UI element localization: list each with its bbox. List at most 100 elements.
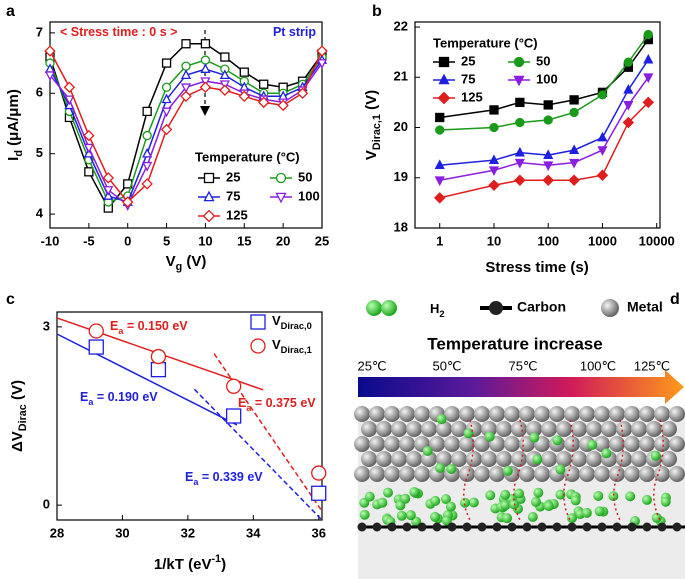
label-part: (μA/μm) (5, 89, 22, 150)
marker (142, 106, 152, 117)
label-part: V (166, 253, 176, 270)
legend-marker (203, 172, 215, 184)
x-tick-label: 10000 (639, 233, 675, 248)
label-part: E (238, 396, 246, 410)
fit-line (213, 353, 323, 512)
label-part: a (193, 477, 199, 487)
marker (296, 87, 309, 100)
sphere (543, 501, 554, 512)
sphere (481, 451, 497, 467)
x-tick-label: 10 (487, 233, 501, 248)
sphere (444, 436, 460, 452)
x-tick-label: 1 (436, 233, 443, 248)
sphere (661, 451, 677, 467)
carbon-atom (627, 522, 637, 532)
marker (141, 178, 153, 190)
x-tick-label: 20 (276, 233, 290, 248)
sphere (669, 436, 685, 452)
sphere (555, 464, 566, 475)
label-part: = 0.190 eV (93, 390, 158, 404)
x-tick-label: 5 (163, 233, 170, 248)
sphere (511, 421, 527, 437)
sphere (391, 421, 407, 437)
sphere (484, 431, 495, 442)
sphere (414, 466, 430, 482)
carbon-atom (432, 522, 442, 532)
marker (515, 117, 525, 128)
label-part: 1/kT (eV (154, 556, 212, 573)
diffusion-path (563, 419, 574, 521)
marker (181, 39, 191, 49)
marker (543, 115, 553, 125)
sphere (384, 436, 400, 452)
marker (161, 93, 172, 104)
sphere (608, 491, 619, 502)
sphere (502, 513, 513, 524)
temperature-label: 25℃ (357, 358, 386, 373)
carbon-atom (597, 522, 607, 532)
legend-marker (438, 56, 450, 68)
marker (63, 81, 76, 93)
carbon-atom (642, 522, 652, 532)
marker (488, 179, 500, 192)
marker (238, 90, 251, 103)
label-part: a (246, 403, 252, 413)
sphere (406, 421, 422, 437)
y-tick-label: 19 (394, 169, 408, 184)
x-tick-label: 34 (246, 525, 261, 540)
sphere (587, 439, 598, 450)
marker (542, 174, 554, 186)
carbon-atom (357, 522, 367, 532)
sphere (639, 466, 655, 482)
sphere (555, 489, 566, 500)
marker (259, 79, 269, 89)
sphere (444, 406, 460, 422)
sphere (533, 487, 544, 498)
x-tick-label: 1000 (588, 233, 617, 248)
legend-label: 50 (298, 169, 312, 184)
y-tick-label: 4 (36, 206, 44, 221)
label-part: Dirac,0 (281, 321, 312, 331)
y-tick-label: 0 (43, 497, 50, 512)
legend-carbon: Carbon (517, 299, 566, 315)
marker (142, 147, 153, 158)
marker (226, 378, 242, 394)
marker (643, 73, 654, 84)
marker (569, 158, 580, 169)
label-part: < Stress time : 0 s > (60, 25, 177, 39)
label-part: (V) (9, 380, 26, 404)
sphere (466, 451, 482, 467)
y-tick-label: 7 (36, 24, 43, 39)
label-part: ) (221, 556, 226, 573)
legend-label: 75 (226, 188, 240, 203)
sphere (609, 406, 625, 422)
legend-marker (250, 338, 266, 354)
sphere (489, 466, 505, 482)
legend-label: 100 (298, 188, 320, 203)
sphere (624, 406, 640, 422)
sphere (504, 406, 520, 422)
x-tick-label: -5 (83, 233, 95, 248)
marker (220, 52, 230, 62)
annotation: Ea = 0.375 eV (238, 396, 316, 413)
marker (434, 159, 445, 170)
label-part: d (13, 150, 25, 157)
sphere (366, 300, 382, 316)
marker (180, 83, 192, 94)
marker (623, 84, 634, 94)
sphere (500, 500, 511, 511)
marker (488, 166, 500, 177)
sphere (556, 421, 572, 437)
marker (102, 172, 115, 184)
label-part: = 0.339 eV (198, 470, 263, 484)
sphere (384, 466, 400, 482)
sphere (579, 406, 595, 422)
sphere (624, 436, 640, 452)
sphere (502, 465, 513, 476)
legend-marker (202, 209, 216, 223)
marker (200, 39, 211, 49)
label-part: Pt strip (273, 25, 316, 39)
diffusion-path (613, 419, 624, 521)
carbon-atom (447, 522, 457, 532)
annotation: Ea = 0.190 eV (80, 390, 158, 407)
